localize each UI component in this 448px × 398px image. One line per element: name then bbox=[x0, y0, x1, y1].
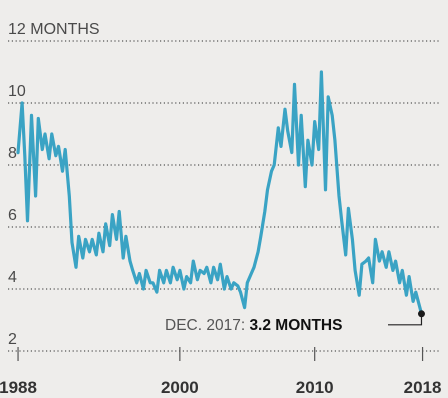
annotation: DEC. 2017: 3.2 MONTHS bbox=[165, 310, 425, 334]
annotation-point bbox=[417, 310, 425, 318]
gridlines bbox=[8, 40, 440, 352]
y-tick-label-2: 2 bbox=[8, 331, 17, 348]
series-line bbox=[16, 70, 424, 316]
x-tick-label-2000: 2000 bbox=[161, 378, 199, 397]
y-tick-label-12: 12 MONTHS bbox=[8, 21, 100, 38]
x-tick-label-2010: 2010 bbox=[296, 378, 334, 397]
annotation-leader-line bbox=[388, 316, 423, 326]
y-axis-ticks: 12 MONTHS 10 8 6 4 2 bbox=[8, 21, 100, 348]
x-tick-label-2018: 2018 bbox=[404, 378, 442, 397]
y-tick-label-4: 4 bbox=[8, 269, 17, 286]
x-axis-ticks: 1988 2000 2010 2018 bbox=[0, 347, 441, 397]
y-tick-label-8: 8 bbox=[8, 145, 17, 162]
annotation-value: 3.2 MONTHS bbox=[249, 317, 342, 334]
y-tick-label-10: 10 bbox=[8, 83, 26, 100]
annotation-label: DEC. 2017: 3.2 MONTHS bbox=[165, 317, 342, 334]
y-tick-label-6: 6 bbox=[8, 207, 17, 224]
annotation-date: DEC. 2017: bbox=[165, 317, 249, 334]
x-tick-label-1988: 1988 bbox=[0, 378, 37, 397]
